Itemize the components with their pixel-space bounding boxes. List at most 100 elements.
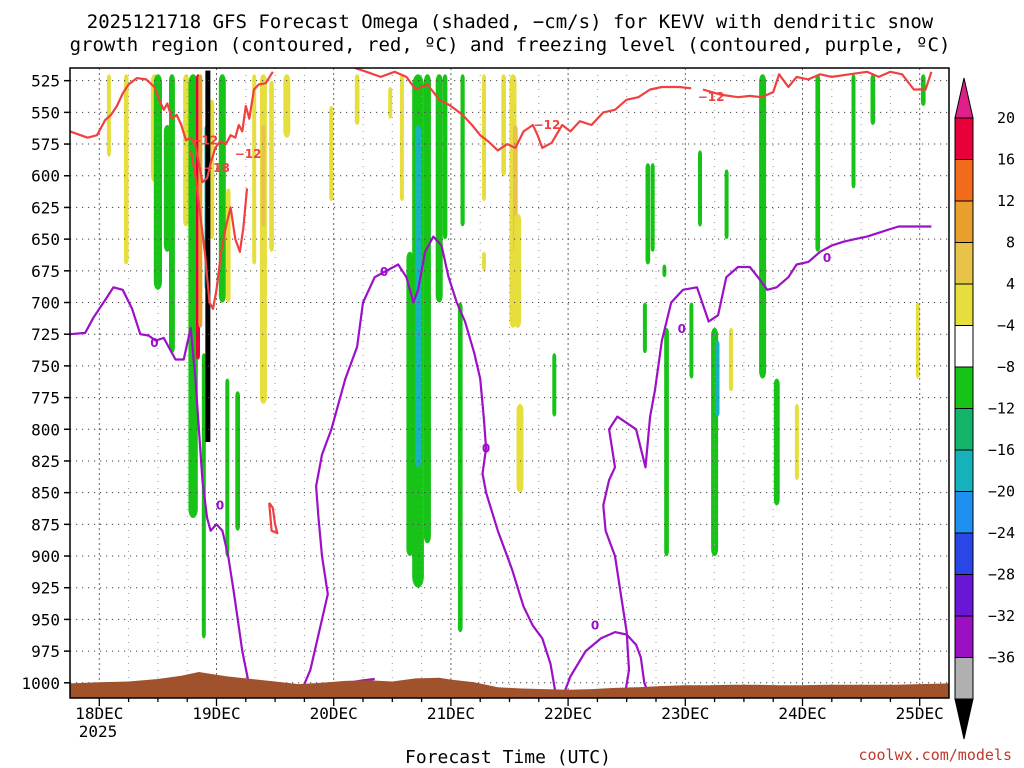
omega-cell <box>406 251 414 557</box>
dgz-label-12d: −12 <box>698 90 725 104</box>
x-tick-label: 19DEC <box>192 704 240 723</box>
freezing-label-g: 0 <box>823 251 831 265</box>
dgz-label-12a: −12 <box>191 133 218 147</box>
y-tick-label: 575 <box>31 135 60 154</box>
omega-cell <box>259 74 267 404</box>
omega-cell <box>225 188 231 303</box>
dgz-contour-12-c <box>702 70 933 99</box>
omega-cell <box>664 327 669 557</box>
freezing-contour-d <box>561 631 652 698</box>
y-tick-label: 525 <box>31 72 60 91</box>
dgz-label-12a-text: −12 <box>191 133 218 147</box>
x-tick-label: 18DEC <box>75 704 123 723</box>
omega-cell <box>552 353 557 417</box>
dgz-label-12c-text: −12 <box>534 118 561 132</box>
x-axis: 18DEC 19DEC 20DEC 21DEC 22DEC 23DEC 24DEC 25DEC <box>75 698 944 723</box>
x-tick-label: 24DEC <box>778 704 826 723</box>
dgz-label-18: −18 <box>203 161 230 175</box>
omega-cell <box>915 302 920 379</box>
omega-cell <box>261 125 266 227</box>
dgz-contour-12-b <box>354 68 692 152</box>
dgz-label-18-text: −18 <box>203 161 230 175</box>
omega-cell <box>870 74 876 125</box>
omega-cell <box>399 74 404 202</box>
omega-cell <box>388 87 393 119</box>
colorbar-swatch <box>954 657 974 700</box>
omega-cell <box>235 391 240 531</box>
x-tick-label: 23DEC <box>661 704 709 723</box>
y-tick-label: 975 <box>31 642 60 661</box>
colorbar: 20 16 12 8 4 −4 −8 −12 −16 −20 −24 −28 −32 −36 <box>954 77 1015 740</box>
freezing-contour-a <box>70 286 253 698</box>
omega-cell <box>759 74 767 379</box>
freezing-label-f-text: 0 <box>678 322 686 336</box>
y-tick-label: 700 <box>31 294 60 313</box>
y-tick-label: 625 <box>31 198 60 217</box>
omega-cell <box>457 302 463 633</box>
colorbar-label: 4 <box>1006 275 1015 293</box>
colorbar-label: 20 <box>997 109 1015 127</box>
dgz-contour-12 <box>70 71 274 184</box>
colorbar-swatch <box>954 325 974 368</box>
omega-cell <box>482 251 486 271</box>
y-axis: 525 550 575 600 625 650 675 700 725 750 775 800 825 8… <box>21 72 70 693</box>
omega-cell <box>689 302 694 379</box>
x-tick-label: 25DEC <box>896 704 944 723</box>
colorbar-label: 16 <box>997 151 1015 169</box>
omega-cell <box>423 74 431 544</box>
omega-cell <box>209 99 215 240</box>
y-tick-label: 1000 <box>21 674 60 693</box>
colorbar-label: −20 <box>988 483 1015 501</box>
freezing-contour-b <box>297 235 558 698</box>
omega-cell <box>724 169 729 240</box>
colorbar-swatch <box>954 491 974 534</box>
dgz-label-12d-text: −12 <box>698 90 725 104</box>
freezing-label-b: 0 <box>216 498 224 512</box>
freezing-contour-e <box>602 225 932 698</box>
omega-cell <box>183 74 189 227</box>
colorbar-label: −8 <box>997 358 1015 376</box>
omega-cell <box>269 80 274 252</box>
colorbar-swatch <box>954 449 974 492</box>
freezing-label-c-text: 0 <box>380 265 388 279</box>
colorbar-label: −32 <box>988 607 1015 625</box>
dotted-grid <box>70 68 949 698</box>
dgz-contour-18 <box>189 150 249 310</box>
colorbar-swatch <box>954 117 974 160</box>
omega-cell <box>435 74 443 303</box>
colorbar-label: −12 <box>988 400 1015 418</box>
contours: −12 −18 −12 −12 −12 0 0 0 0 0 0 0 <box>70 68 933 698</box>
colorbar-swatch <box>954 615 974 658</box>
dgz-label-12b: −12 <box>235 147 262 161</box>
dgz-label-12b-text: −12 <box>235 147 262 161</box>
omega-cell <box>773 378 780 506</box>
omega-cell <box>642 302 647 354</box>
colorbar-swatch <box>954 408 974 451</box>
omega-cell <box>516 403 524 493</box>
credit-text: coolwx.com/models <box>858 746 1012 764</box>
colorbar-swatch <box>954 159 974 202</box>
omega-cell <box>123 74 129 265</box>
y-tick-label: 950 <box>31 610 60 629</box>
omega-cell <box>851 74 856 189</box>
omega-cell <box>460 74 465 227</box>
y-tick-label: 650 <box>31 230 60 249</box>
omega-cell <box>698 150 702 227</box>
colorbar-label: 8 <box>1006 234 1015 252</box>
colorbar-label: −24 <box>988 524 1015 542</box>
colorbar-label: −16 <box>988 441 1015 459</box>
colorbar-swatch <box>954 283 974 326</box>
freezing-label-a: 0 <box>150 336 158 350</box>
freezing-label-a-text: 0 <box>150 336 158 350</box>
colorbar-swatch <box>954 366 974 409</box>
y-tick-label: 675 <box>31 262 60 281</box>
chart-title-line2: growth region (contoured, red, ºC) and f… <box>70 34 951 56</box>
freezing-label-e-text: 0 <box>591 619 599 633</box>
colorbar-label: 12 <box>997 192 1015 210</box>
omega-cell <box>442 74 448 240</box>
colorbar-label: −28 <box>988 566 1015 584</box>
omega-cell <box>252 74 257 265</box>
x-tick-label: 22DEC <box>544 704 592 723</box>
freezing-label-d-text: 0 <box>482 441 490 455</box>
